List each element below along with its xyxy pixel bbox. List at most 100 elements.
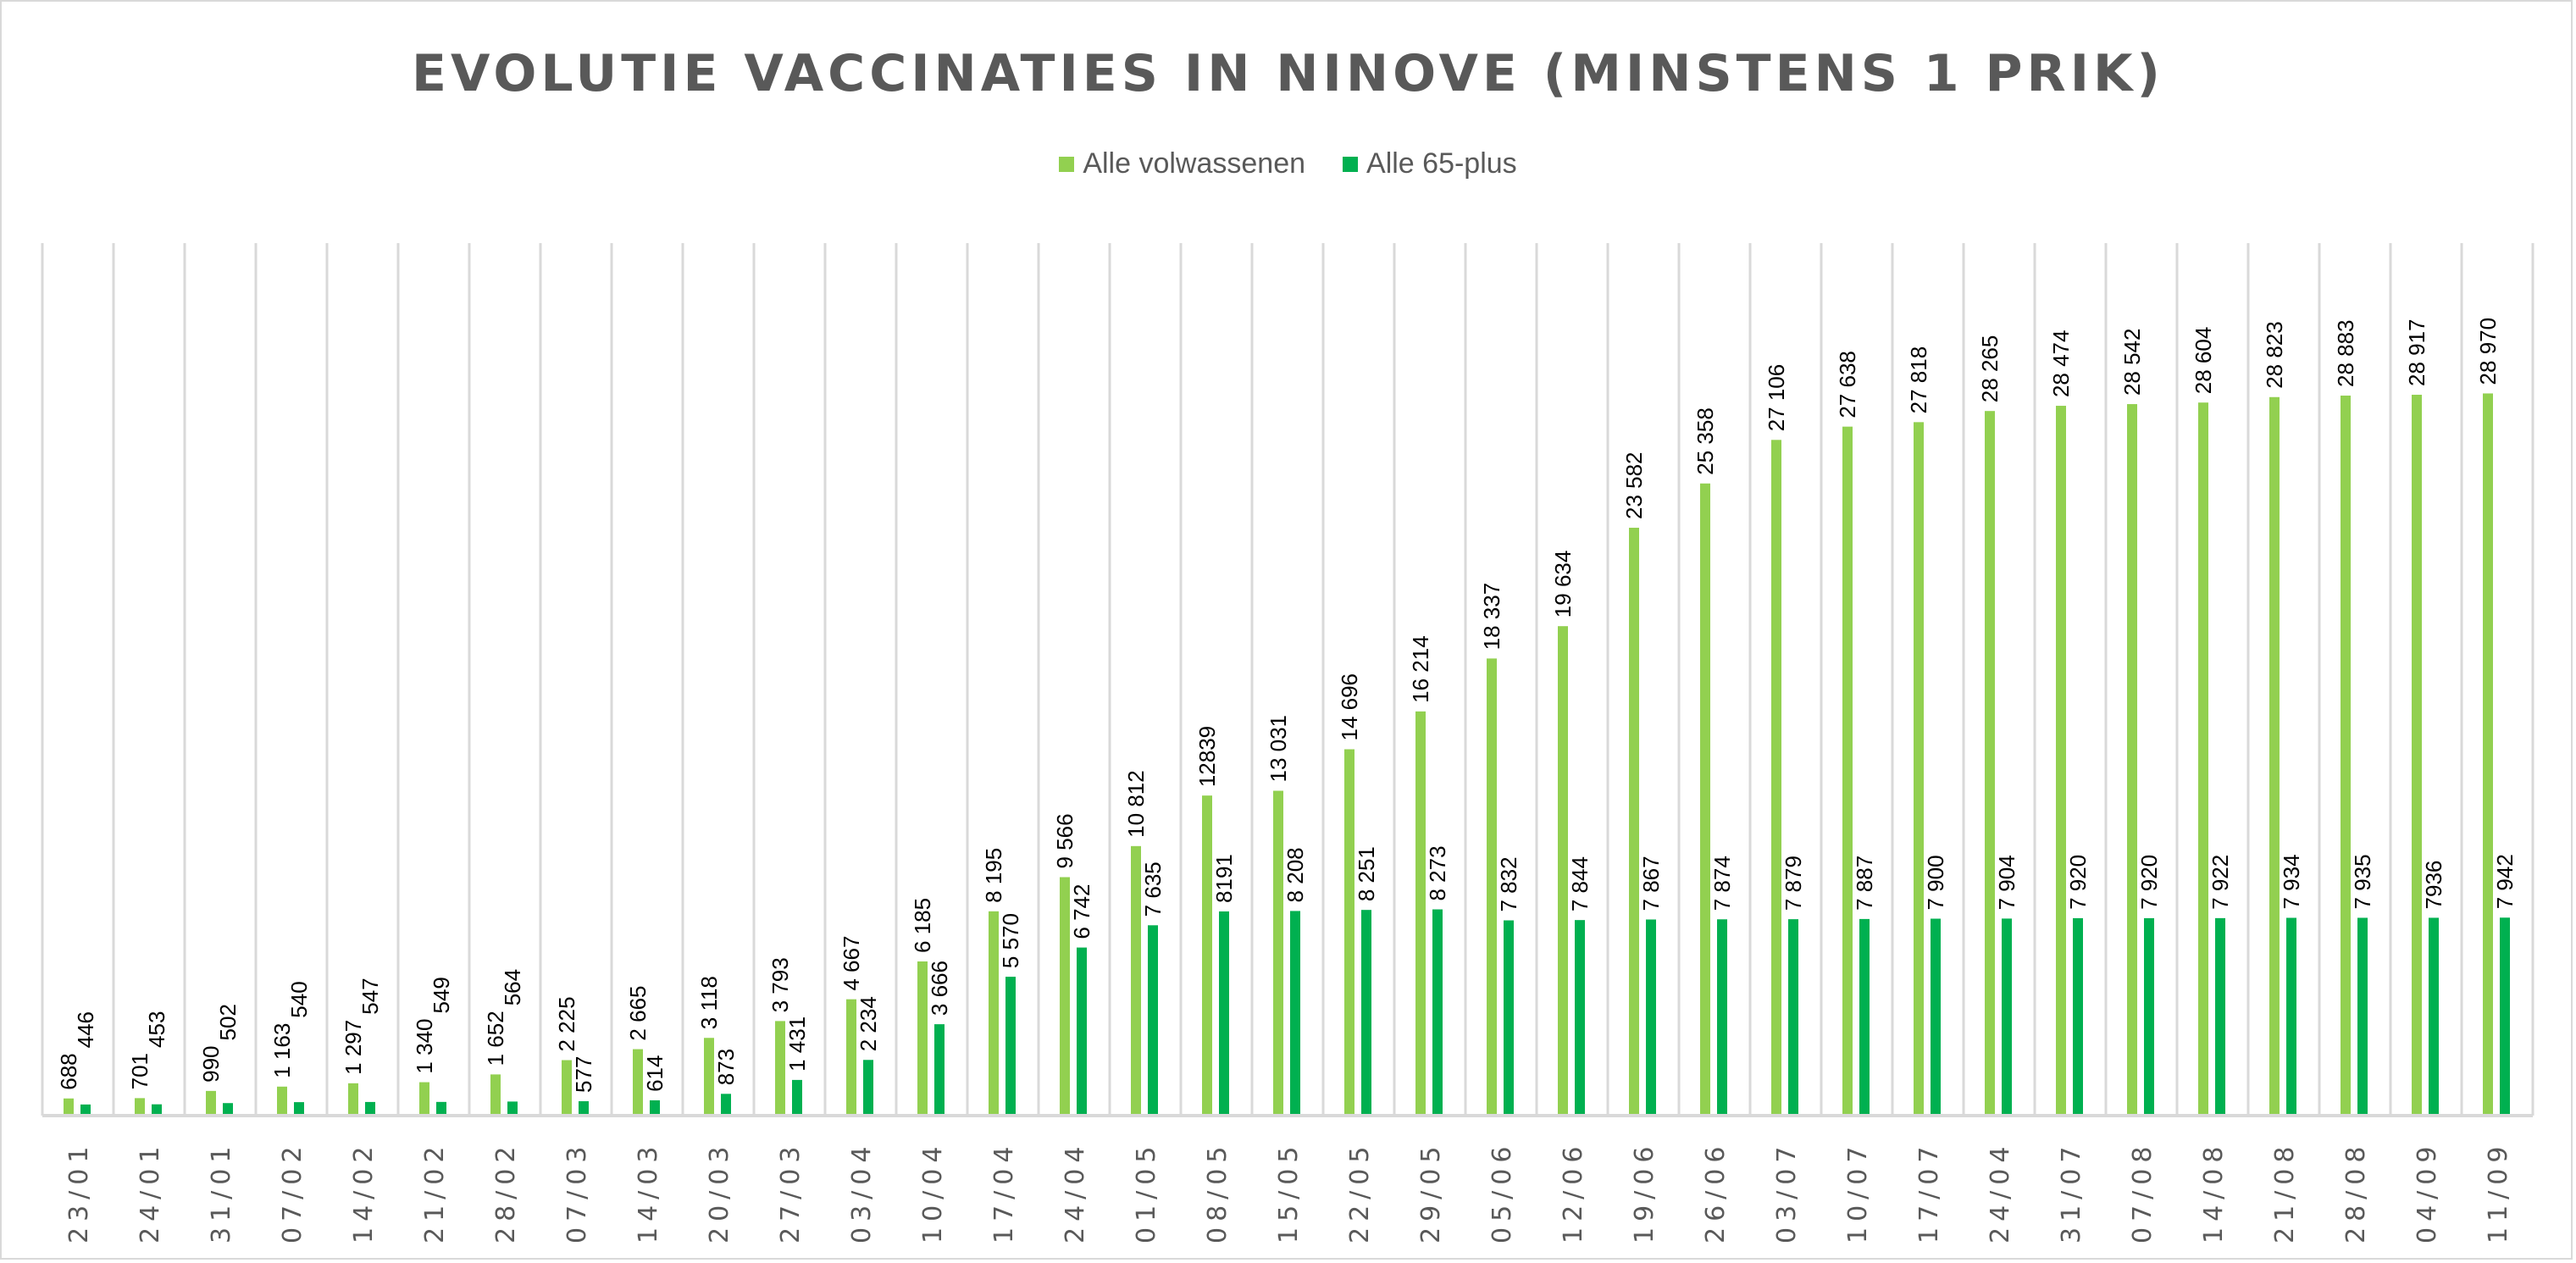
bar-adults[interactable] xyxy=(1202,795,1212,1116)
bar-65plus[interactable] xyxy=(365,1101,375,1116)
bar-65plus[interactable] xyxy=(2286,917,2296,1116)
bar-65plus[interactable] xyxy=(934,1024,945,1116)
data-label-65plus: 8191 xyxy=(1211,854,1237,903)
bar-adults[interactable] xyxy=(917,961,928,1116)
bar-65plus[interactable] xyxy=(436,1101,446,1116)
bar-65plus[interactable] xyxy=(1788,919,1798,1116)
data-label-adults: 1 297 xyxy=(341,1020,366,1075)
bar-adults[interactable] xyxy=(1842,426,1853,1116)
data-labels: 688 446 701 453 990 502 1 163 540 1 297 547 1 340 5… xyxy=(56,318,2518,1093)
bar-adults[interactable] xyxy=(419,1082,429,1116)
bar-65plus[interactable] xyxy=(721,1094,731,1116)
data-label-65plus: 502 xyxy=(215,1004,241,1040)
bar-65plus[interactable] xyxy=(1290,911,1300,1116)
bar-adults[interactable] xyxy=(989,911,999,1116)
bar-65plus[interactable] xyxy=(1504,920,1514,1116)
bar-65plus[interactable] xyxy=(1432,909,1443,1116)
bar-65plus[interactable] xyxy=(294,1102,304,1116)
bar-adults[interactable] xyxy=(206,1090,216,1116)
legend-item-65plus[interactable]: Alle 65-plus xyxy=(1343,147,1517,180)
data-label-adults: 1 163 xyxy=(269,1023,295,1078)
data-label-65plus: 446 xyxy=(73,1011,98,1048)
bar-adults[interactable] xyxy=(1344,749,1354,1116)
bar-65plus[interactable] xyxy=(223,1103,233,1116)
bar-adults[interactable] xyxy=(277,1086,287,1116)
bar-adults[interactable] xyxy=(1629,528,1639,1116)
data-label-adults: 12839 xyxy=(1194,726,1220,787)
x-tick-label: 22/05 xyxy=(1345,1141,1375,1244)
bar-adults[interactable] xyxy=(490,1074,501,1116)
data-label-adults: 23 582 xyxy=(1621,451,1647,519)
bar-adults[interactable] xyxy=(64,1098,74,1116)
bar-adults[interactable] xyxy=(1985,411,1995,1116)
bar-adults[interactable] xyxy=(1558,626,1568,1116)
bar-65plus[interactable] xyxy=(1077,947,1087,1116)
bar-65plus[interactable] xyxy=(2429,917,2439,1116)
legend-item-adults[interactable]: Alle volwassenen xyxy=(1059,147,1305,180)
legend-swatch-adults xyxy=(1059,156,1075,172)
bar-adults[interactable] xyxy=(2056,406,2066,1116)
bar-adults[interactable] xyxy=(2412,395,2422,1116)
bar-65plus[interactable] xyxy=(863,1060,873,1116)
bar-adults[interactable] xyxy=(1487,658,1497,1116)
bar-65plus[interactable] xyxy=(1148,925,1158,1116)
bar-adults[interactable] xyxy=(2483,393,2493,1116)
bar-65plus[interactable] xyxy=(650,1100,660,1116)
x-tick-label: 24/01 xyxy=(136,1141,165,1244)
bar-adults[interactable] xyxy=(348,1083,358,1116)
bar-adults[interactable] xyxy=(1415,711,1426,1116)
bar-65plus[interactable] xyxy=(2357,917,2368,1116)
bar-adults[interactable] xyxy=(2198,402,2208,1116)
x-tick-label: 14/03 xyxy=(634,1141,663,1244)
bar-65plus[interactable] xyxy=(507,1101,518,1116)
bar-65plus[interactable] xyxy=(1859,918,1870,1116)
bar-adults[interactable] xyxy=(2269,396,2280,1116)
bar-65plus[interactable] xyxy=(152,1104,162,1116)
bar-adults[interactable] xyxy=(1060,877,1070,1116)
bar-adults[interactable] xyxy=(704,1038,714,1116)
bar-adults[interactable] xyxy=(775,1021,785,1116)
bar-65plus[interactable] xyxy=(1219,911,1229,1116)
bar-65plus[interactable] xyxy=(792,1079,802,1116)
bar-65plus[interactable] xyxy=(1361,910,1371,1116)
data-label-adults: 27 818 xyxy=(1906,346,1931,414)
bar-adults[interactable] xyxy=(1914,422,1924,1116)
bar-65plus[interactable] xyxy=(1931,918,1941,1116)
bar-65plus[interactable] xyxy=(1575,920,1585,1116)
data-label-adults: 28 883 xyxy=(2333,319,2358,387)
bar-adults[interactable] xyxy=(1700,483,1710,1116)
bar-adults[interactable] xyxy=(2341,396,2351,1116)
x-tick-label: 21/08 xyxy=(2270,1141,2300,1244)
x-tick-label: 24/04 xyxy=(1986,1141,2015,1244)
bar-adults[interactable] xyxy=(2127,404,2137,1116)
bar-65plus[interactable] xyxy=(2215,917,2225,1116)
data-label-65plus: 873 xyxy=(713,1049,739,1085)
legend-label-adults: Alle volwassenen xyxy=(1083,147,1306,180)
bar-adults[interactable] xyxy=(846,999,856,1116)
data-label-65plus: 7 635 xyxy=(1140,861,1166,917)
bar-65plus[interactable] xyxy=(1005,977,1016,1116)
bar-65plus[interactable] xyxy=(2500,917,2510,1116)
bar-65plus[interactable] xyxy=(1646,919,1656,1116)
bar-65plus[interactable] xyxy=(1717,919,1727,1116)
data-label-65plus: 7 935 xyxy=(2350,854,2375,909)
data-label-adults: 4 667 xyxy=(839,936,864,991)
data-label-65plus: 7 942 xyxy=(2492,854,2518,909)
bar-65plus[interactable] xyxy=(80,1104,91,1116)
bar-65plus[interactable] xyxy=(2073,917,2083,1116)
data-label-65plus: 7 879 xyxy=(1781,856,1806,911)
bar-adults[interactable] xyxy=(1771,440,1781,1116)
data-label-65plus: 7936 xyxy=(2421,861,2446,910)
bar-65plus[interactable] xyxy=(579,1101,589,1116)
data-label-65plus: 7 922 xyxy=(2208,855,2233,910)
bar-adults[interactable] xyxy=(135,1098,145,1116)
bar-adults[interactable] xyxy=(1273,790,1283,1116)
data-label-65plus: 7 920 xyxy=(2065,855,2091,910)
bar-adults[interactable] xyxy=(633,1049,643,1116)
bar-65plus[interactable] xyxy=(2002,918,2012,1116)
bar-65plus[interactable] xyxy=(2144,917,2154,1116)
data-label-adults: 688 xyxy=(56,1053,81,1089)
bar-adults[interactable] xyxy=(562,1060,572,1116)
bar-adults[interactable] xyxy=(1131,845,1141,1116)
data-label-adults: 14 696 xyxy=(1337,673,1362,741)
